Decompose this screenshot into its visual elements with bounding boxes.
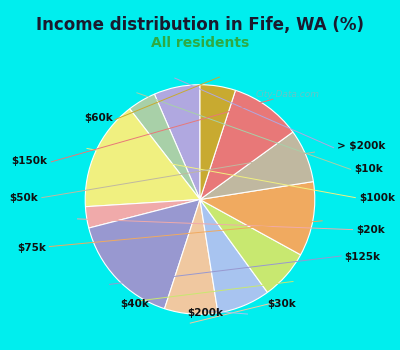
Wedge shape xyxy=(200,90,293,199)
Wedge shape xyxy=(164,199,218,314)
Wedge shape xyxy=(89,199,200,309)
Wedge shape xyxy=(200,132,313,199)
Text: $100k: $100k xyxy=(359,193,395,203)
Wedge shape xyxy=(154,85,200,200)
Wedge shape xyxy=(200,199,300,292)
Text: City-Data.com: City-Data.com xyxy=(256,90,320,99)
Wedge shape xyxy=(200,199,268,313)
Text: All residents: All residents xyxy=(151,36,249,50)
Text: $40k: $40k xyxy=(120,299,149,309)
Text: $125k: $125k xyxy=(345,252,381,262)
Text: $50k: $50k xyxy=(9,193,38,203)
Text: $60k: $60k xyxy=(84,113,113,122)
Wedge shape xyxy=(130,94,200,200)
Text: > $200k: > $200k xyxy=(337,141,385,152)
Text: $10k: $10k xyxy=(354,164,383,174)
Text: $75k: $75k xyxy=(17,243,46,253)
Text: $150k: $150k xyxy=(12,156,48,166)
Wedge shape xyxy=(85,109,200,207)
Text: $200k: $200k xyxy=(187,308,223,318)
Wedge shape xyxy=(200,182,315,255)
Wedge shape xyxy=(86,199,200,228)
Text: $30k: $30k xyxy=(268,299,296,309)
Text: Income distribution in Fife, WA (%): Income distribution in Fife, WA (%) xyxy=(36,16,364,34)
Wedge shape xyxy=(200,85,236,200)
Text: $20k: $20k xyxy=(356,225,385,235)
